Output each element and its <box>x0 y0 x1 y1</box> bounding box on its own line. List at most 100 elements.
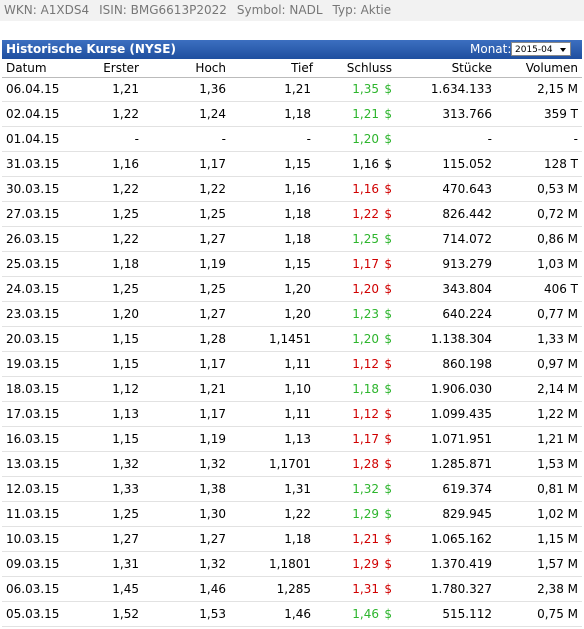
cell: 1,21 <box>352 532 379 546</box>
table-row: 11.03.15 1,25 1,30 1,22 1,29 $829.945 1,02 M <box>2 502 582 527</box>
cell: 1,22 <box>284 507 311 521</box>
cell: 30.03.15 <box>6 182 60 196</box>
table-row: 16.03.15 1,15 1,19 1,13 1,17 $1.071.951 1,21 M <box>2 427 582 452</box>
currency: $ <box>384 482 392 496</box>
currency: $ <box>384 157 392 171</box>
info-item: Typ: Aktie <box>332 3 392 17</box>
cell: 1,1701 <box>269 457 311 471</box>
cell: 1,21 <box>352 107 379 121</box>
cell: 17.03.15 <box>6 407 60 421</box>
table-row: 24.03.15 1,25 1,25 1,20 1,20 $343.804 406 T <box>2 277 582 302</box>
cell: 1,11 <box>284 407 311 421</box>
cell: 1,53 M <box>537 457 578 471</box>
cell: 1,29 <box>352 507 379 521</box>
cell: 1,12 <box>352 357 379 371</box>
cell: 913.279 <box>442 257 492 271</box>
cell: 1,33 M <box>537 332 578 346</box>
cell: 1,27 <box>112 532 139 546</box>
cell: 1,46 <box>352 607 379 621</box>
currency: $ <box>384 532 392 546</box>
cell: 05.03.15 <box>6 607 60 621</box>
cell: 1,21 <box>112 82 139 96</box>
cell: 20.03.15 <box>6 332 60 346</box>
cell: 1,1801 <box>269 557 311 571</box>
cell: 1,18 <box>284 207 311 221</box>
column-header: Hoch <box>195 61 226 75</box>
cell: 714.072 <box>442 232 492 246</box>
cell: 12.03.15 <box>6 482 60 496</box>
cell: 1,11 <box>284 357 311 371</box>
cell: 1,17 <box>199 357 226 371</box>
currency: $ <box>384 582 392 596</box>
column-header: Volumen <box>525 61 578 75</box>
table-row: 19.03.15 1,15 1,17 1,11 1,12 $860.198 0,97 M <box>2 352 582 377</box>
cell: 0,77 M <box>537 307 578 321</box>
cell: 640.224 <box>442 307 492 321</box>
cell: 31.03.15 <box>6 157 60 171</box>
table-row: 27.03.15 1,25 1,25 1,18 1,22 $826.442 0,72 M <box>2 202 582 227</box>
cell: 10.03.15 <box>6 532 60 546</box>
currency: $ <box>384 507 392 521</box>
cell: 1,16 <box>284 182 311 196</box>
cell: 1,36 <box>199 82 226 96</box>
cell: 1,22 <box>199 182 226 196</box>
column-header: Stücke <box>451 61 492 75</box>
cell: 1,19 <box>199 257 226 271</box>
cell: 1,22 M <box>537 407 578 421</box>
cell: 826.442 <box>442 207 492 221</box>
cell: 1,15 <box>284 157 311 171</box>
table-row: 06.03.15 1,45 1,46 1,285 1,31 $1.780.327 2,38 … <box>2 577 582 602</box>
cell: 1,1451 <box>269 332 311 346</box>
cell: 1,25 <box>112 507 139 521</box>
cell: 1,18 <box>284 532 311 546</box>
cell: 1,17 <box>199 157 226 171</box>
panel-header: Historische Kurse (NYSE) Monat: 2015-04 <box>2 40 582 59</box>
table-row: 31.03.15 1,16 1,17 1,15 1,16 $115.052 128 T <box>2 152 582 177</box>
currency: $ <box>384 407 392 421</box>
cell: 1.370.419 <box>430 557 492 571</box>
column-header: Tief <box>291 61 313 75</box>
cell: 1,20 <box>284 307 311 321</box>
cell: 1,16 <box>112 157 139 171</box>
cell: 1,25 <box>112 282 139 296</box>
cell: 1,12 <box>112 382 139 396</box>
month-select[interactable]: 2015-04 <box>511 42 571 56</box>
cell: - <box>221 132 226 146</box>
cell: 16.03.15 <box>6 432 60 446</box>
table-row: 02.04.15 1,22 1,24 1,18 1,21 $313.766 359 T <box>2 102 582 127</box>
cell: 1,20 <box>284 282 311 296</box>
cell: 1,29 <box>352 557 379 571</box>
cell: 1,03 M <box>537 257 578 271</box>
cell: 1,53 <box>199 607 226 621</box>
cell: 1,15 <box>284 257 311 271</box>
cell: 1,46 <box>199 582 226 596</box>
cell: 1,17 <box>352 432 379 446</box>
cell: 1,13 <box>112 407 139 421</box>
table-row: 13.03.15 1,32 1,32 1,1701 1,28 $1.285.871 1,53… <box>2 452 582 477</box>
cell: 1,31 <box>112 557 139 571</box>
cell: 1,25 <box>199 207 226 221</box>
cell: 1,18 <box>112 257 139 271</box>
cell: 1,285 <box>276 582 311 596</box>
cell: - <box>487 132 492 146</box>
cell: 115.052 <box>442 157 492 171</box>
table-row: 10.03.15 1,27 1,27 1,18 1,21 $1.065.162 1,15 M <box>2 527 582 552</box>
cell: 1.071.951 <box>430 432 492 446</box>
cell: 1,32 <box>352 482 379 496</box>
cell: 1,13 <box>284 432 311 446</box>
cell: 1,33 <box>112 482 139 496</box>
column-header: Schluss <box>346 61 392 75</box>
cell: 06.03.15 <box>6 582 60 596</box>
currency: $ <box>384 282 392 296</box>
cell: 2,15 M <box>537 82 578 96</box>
cell: 128 T <box>543 157 578 171</box>
currency: $ <box>384 257 392 271</box>
cell: 1,22 <box>112 107 139 121</box>
cell: 11.03.15 <box>6 507 60 521</box>
table-row: 12.03.15 1,33 1,38 1,31 1,32 $619.374 0,81 M <box>2 477 582 502</box>
table-row: 23.03.15 1,20 1,27 1,20 1,23 $640.224 0,77 M <box>2 302 582 327</box>
cell: 1,20 <box>112 307 139 321</box>
cell: 1,17 <box>199 407 226 421</box>
currency: $ <box>384 357 392 371</box>
